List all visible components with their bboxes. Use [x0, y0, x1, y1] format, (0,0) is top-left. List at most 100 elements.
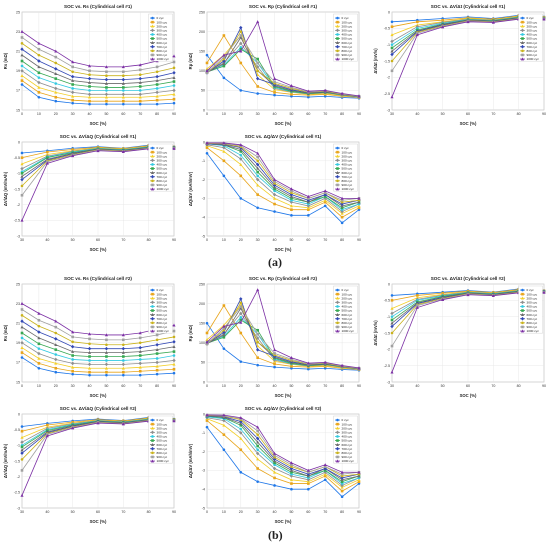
x-tick-label: 0 [206, 112, 208, 116]
data-point [138, 365, 142, 369]
data-point [105, 338, 108, 342]
data-point [88, 69, 91, 73]
series-line [206, 54, 360, 99]
legend-entry: 500 cyc [342, 309, 353, 313]
y-tick-label: -3 [17, 234, 20, 238]
legend-entry: 300 cyc [157, 28, 168, 32]
data-point [20, 36, 24, 39]
y-tick-label: -4 [202, 216, 205, 220]
y-tick-label: 0 [203, 412, 205, 416]
data-point [222, 423, 226, 427]
x-tick-label: 50 [104, 112, 108, 116]
x-tick-label: 60 [306, 384, 310, 388]
y-tick-label: 15 [16, 380, 20, 384]
x-tick-label: 80 [155, 112, 159, 116]
data-point [289, 84, 294, 87]
legend-marker [150, 426, 155, 430]
legend-marker [520, 28, 525, 33]
data-point [256, 288, 260, 292]
data-point [222, 159, 226, 163]
data-point [71, 335, 74, 339]
x-tick-label: 50 [289, 510, 293, 514]
data-point [87, 76, 92, 81]
data-point [20, 314, 24, 317]
x-tick-label: 60 [466, 384, 470, 388]
data-point [20, 218, 24, 222]
data-point [155, 74, 159, 79]
x-tick-label: 90 [172, 238, 176, 242]
series-line [21, 357, 175, 376]
data-point [205, 71, 209, 75]
data-point [172, 60, 176, 64]
data-point [172, 54, 176, 58]
data-point [155, 83, 159, 86]
data-point [20, 469, 24, 472]
data-point [307, 208, 310, 211]
legend-entry: 300 cyc [157, 430, 168, 434]
x-axis-label: SOC (%) [460, 393, 477, 398]
series-line [21, 347, 175, 369]
series-500-cyc [20, 59, 176, 89]
legend-marker [151, 455, 154, 459]
data-point [390, 370, 394, 374]
x-tick-label: 50 [71, 510, 75, 514]
data-point [390, 25, 394, 28]
y-tick-label: 50 [201, 89, 205, 93]
y-tick-label: -2.5 [384, 92, 390, 96]
data-point [71, 98, 74, 102]
data-point [20, 59, 24, 63]
data-point [71, 60, 75, 64]
data-point [256, 57, 259, 61]
data-point [20, 174, 24, 178]
legend-entry: 600 cyc [342, 313, 353, 317]
x-tick-label: 30 [256, 510, 260, 514]
legend-entry: 900 cyc [157, 325, 168, 329]
x-tick-label: 20 [239, 112, 243, 116]
data-point [20, 493, 24, 497]
data-point [20, 351, 24, 354]
data-point [340, 483, 344, 488]
chart-b2-rp-cell2: SOC vs. Rp (Cylindrical cell #2) 0 10 20 30 4… [188, 276, 361, 398]
y-tick-label: -2.5 [384, 364, 390, 368]
data-point [121, 81, 125, 85]
data-point [37, 311, 41, 315]
data-point [290, 94, 293, 98]
x-tick-label: 90 [172, 112, 176, 116]
data-point [239, 25, 243, 30]
series-line [21, 48, 175, 81]
legend-marker [151, 16, 154, 20]
y-tick-label: -2 [387, 348, 390, 352]
x-tick-label: 50 [289, 384, 293, 388]
data-point [37, 347, 41, 350]
legend-entry: 600 cyc [157, 443, 168, 447]
data-point [155, 342, 159, 347]
legend-marker [151, 325, 154, 329]
data-point [239, 162, 243, 166]
legend-marker [151, 33, 154, 36]
data-point [172, 323, 176, 327]
data-point [290, 463, 293, 467]
data-point [20, 64, 24, 68]
data-point [323, 360, 327, 364]
data-point [273, 91, 276, 94]
data-point [256, 356, 259, 359]
data-point [122, 86, 125, 89]
legend-entry: 1000 cyc [342, 187, 355, 191]
data-point [290, 366, 293, 370]
data-point [390, 69, 394, 73]
legend-marker [150, 442, 155, 446]
data-point [87, 80, 92, 84]
data-point [290, 470, 293, 474]
legend-entry: 1000 cyc [157, 57, 170, 61]
x-tick-label: 20 [239, 384, 243, 388]
data-point [172, 345, 176, 349]
data-point [104, 350, 109, 354]
x-tick-label: 40 [88, 384, 92, 388]
data-point [172, 84, 176, 87]
data-point [542, 17, 546, 21]
legend-entry: 800 cyc [157, 451, 168, 455]
data-point [155, 364, 159, 368]
data-point [172, 350, 176, 353]
data-point [205, 413, 209, 417]
